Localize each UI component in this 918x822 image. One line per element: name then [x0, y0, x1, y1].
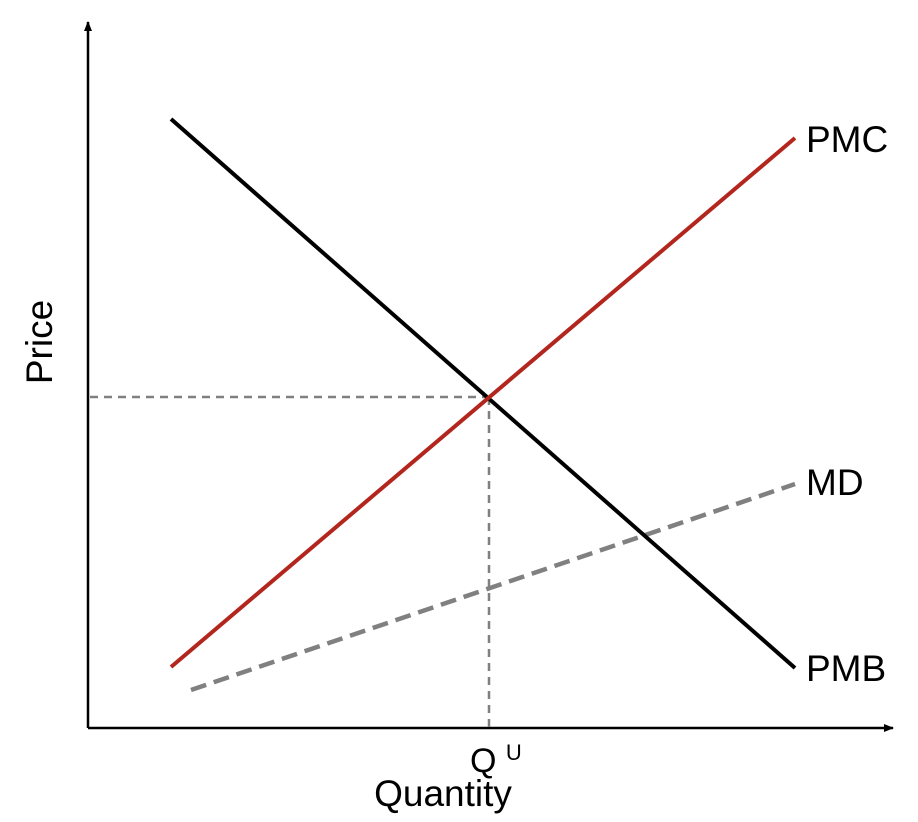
pmb-label: PMB: [806, 648, 886, 689]
x-axis-label: Quantity: [374, 773, 512, 814]
pmb-curve: [169, 117, 797, 670]
md-curve: [190, 481, 796, 693]
quantity-tick-label: Q U: [470, 740, 522, 780]
quantity-tick-base: Q: [470, 742, 496, 780]
quantity-tick-superscript: U: [506, 740, 522, 765]
y-axis-label: Price: [19, 300, 60, 384]
pmc-curve: [169, 136, 797, 669]
md-label: MD: [806, 462, 864, 503]
pmc-label: PMC: [806, 119, 888, 160]
